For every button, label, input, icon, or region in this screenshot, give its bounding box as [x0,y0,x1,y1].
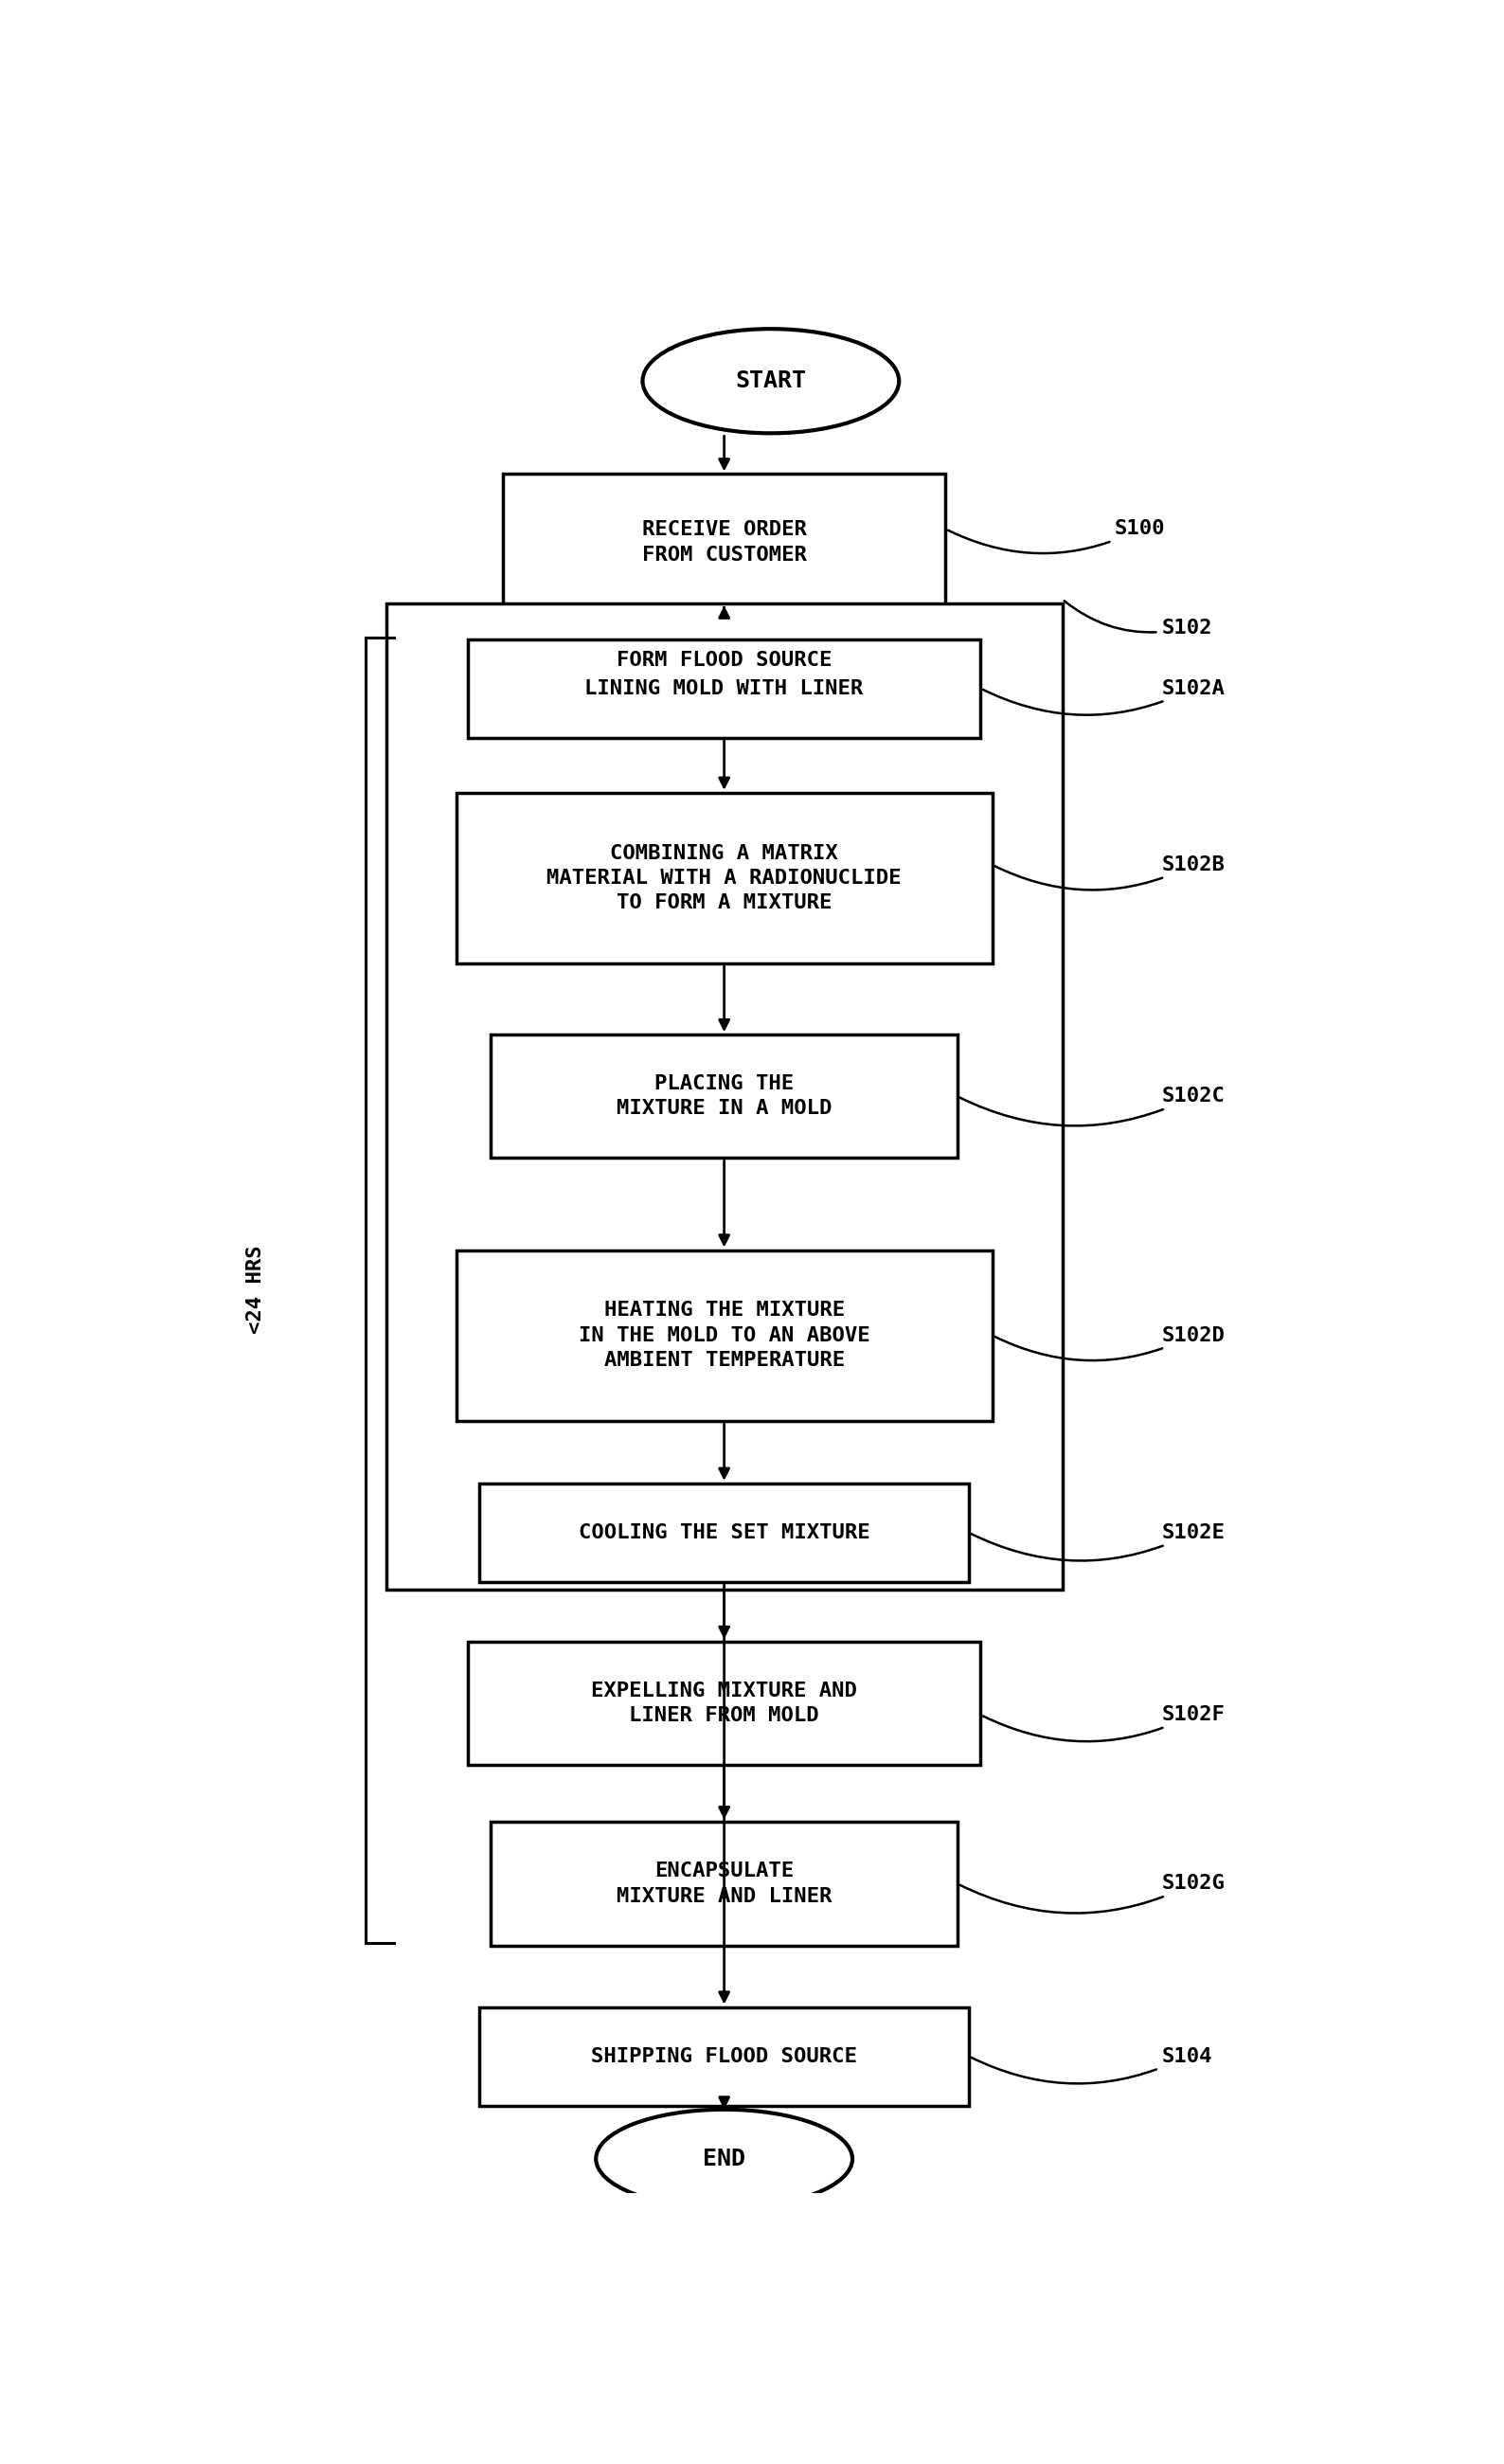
FancyBboxPatch shape [456,1249,993,1422]
Text: ENCAPSULATE
MIXTURE AND LINER: ENCAPSULATE MIXTURE AND LINER [617,1863,832,1905]
Text: S102: S102 [1065,601,1212,638]
Text: END: END [702,2149,746,2171]
Text: S102E: S102E [972,1523,1224,1560]
FancyBboxPatch shape [468,1641,981,1764]
Text: S102G: S102G [960,1875,1224,1912]
Text: S102C: S102C [960,1087,1224,1126]
Text: COOLING THE SET MIXTURE: COOLING THE SET MIXTURE [579,1523,869,1542]
Text: START: START [735,370,806,392]
Text: COMBINING A MATRIX
MATERIAL WITH A RADIONUCLIDE
TO FORM A MIXTURE: COMBINING A MATRIX MATERIAL WITH A RADIO… [547,843,901,912]
FancyBboxPatch shape [387,604,1062,1589]
Text: FORM FLOOD SOURCE: FORM FLOOD SOURCE [617,650,832,670]
FancyBboxPatch shape [490,1821,958,1947]
Text: S104: S104 [972,2048,1212,2085]
Text: <24 HRS: <24 HRS [247,1244,265,1333]
Text: S102D: S102D [994,1326,1224,1360]
FancyBboxPatch shape [468,638,981,737]
FancyBboxPatch shape [502,473,946,611]
Text: SHIPPING FLOOD SOURCE: SHIPPING FLOOD SOURCE [591,2048,857,2065]
Text: RECEIVE ORDER
FROM CUSTOMER: RECEIVE ORDER FROM CUSTOMER [642,520,806,564]
FancyBboxPatch shape [480,2008,969,2107]
Text: PLACING THE
MIXTURE IN A MOLD: PLACING THE MIXTURE IN A MOLD [617,1074,832,1119]
Text: S102B: S102B [994,855,1224,890]
FancyBboxPatch shape [480,1483,969,1582]
Text: S100: S100 [948,520,1166,554]
Text: S102F: S102F [984,1705,1224,1742]
Text: EXPELLING MIXTURE AND
LINER FROM MOLD: EXPELLING MIXTURE AND LINER FROM MOLD [591,1680,857,1725]
FancyBboxPatch shape [490,1035,958,1158]
FancyBboxPatch shape [456,793,993,963]
Text: S102A: S102A [984,680,1224,715]
Text: LINING MOLD WITH LINER: LINING MOLD WITH LINER [585,680,863,697]
Text: HEATING THE MIXTURE
IN THE MOLD TO AN ABOVE
AMBIENT TEMPERATURE: HEATING THE MIXTURE IN THE MOLD TO AN AB… [579,1301,869,1370]
